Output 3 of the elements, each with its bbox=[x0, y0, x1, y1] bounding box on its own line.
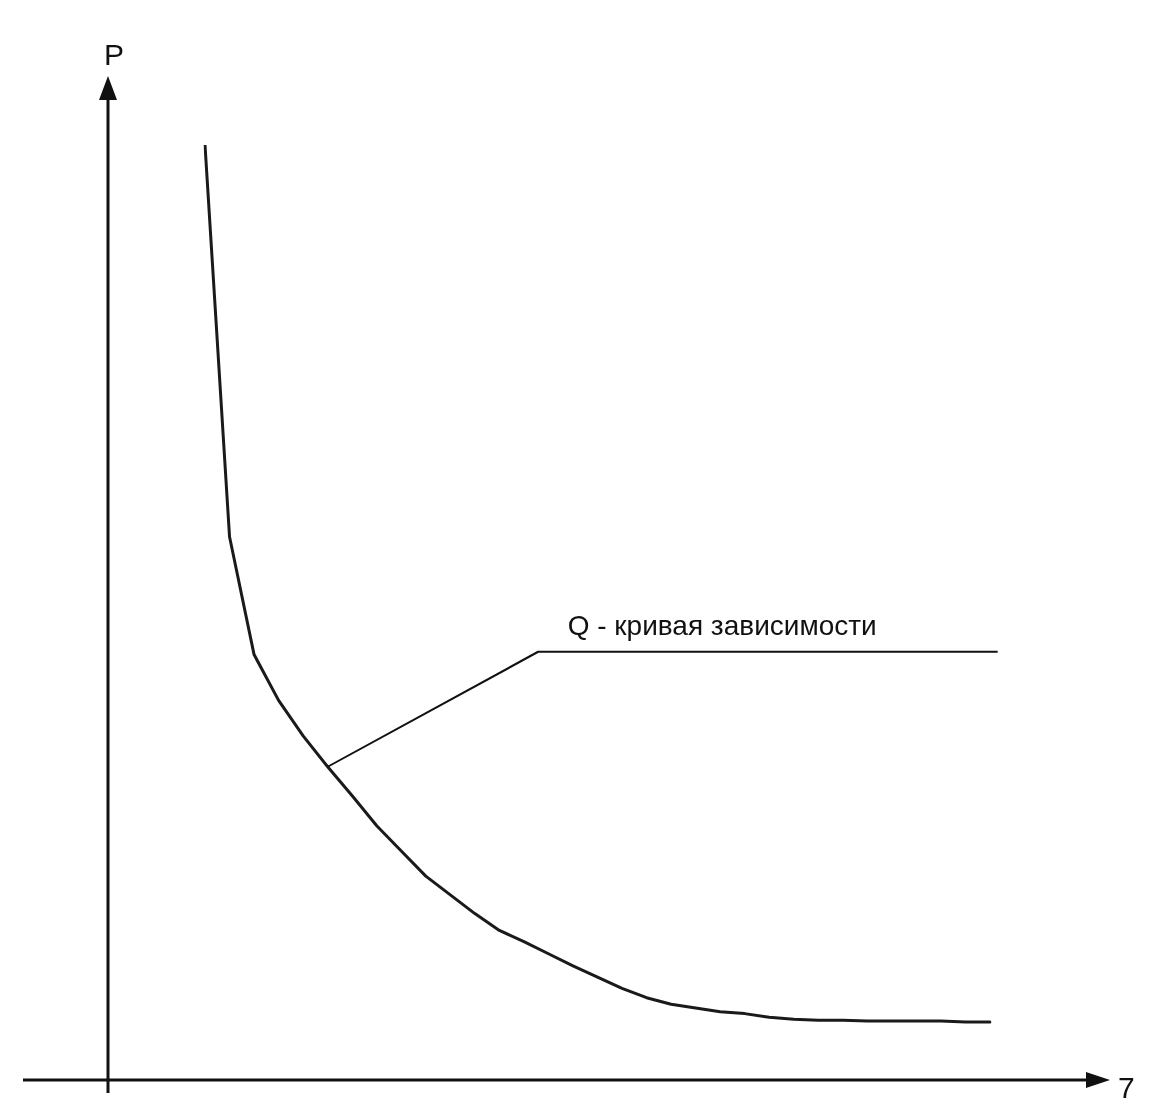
annotation: Q - кривая зависимости bbox=[567, 610, 877, 642]
y-axis-title: P bbox=[104, 38, 125, 72]
x-axis-title: 7 bbox=[1118, 1071, 1135, 1105]
